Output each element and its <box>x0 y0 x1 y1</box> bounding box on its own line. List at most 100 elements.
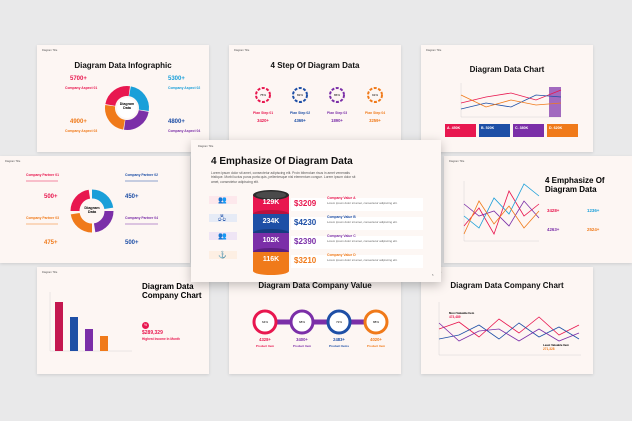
partner-value-3: 475+ <box>44 240 58 246</box>
cylinder-value-4: 116K <box>262 256 280 263</box>
step-value-3: 1890+ <box>331 118 343 123</box>
slide-header: Diagram Title <box>42 49 58 52</box>
box-b: B. 520K <box>479 124 510 137</box>
income-amount: $289,329 <box>142 330 163 336</box>
tag-least: Least Valuable Item <box>543 343 569 347</box>
user-group-icon: 👥 <box>218 197 227 204</box>
slide-header: Diagram Title <box>198 145 214 148</box>
pct-2: 68% <box>298 320 305 324</box>
box-d: D. 620K <box>547 124 578 137</box>
amount-4: $3210 <box>294 256 317 265</box>
label-3: Company Aspect 03 <box>65 129 98 133</box>
slide-title: 4 Emphasize Of Diagram Data <box>545 176 605 195</box>
tag-most-value: 473,489 <box>449 315 461 319</box>
partner-value-4: 500+ <box>125 240 139 246</box>
tag-least-value: 271,328 <box>543 347 555 351</box>
pct-3: 86% <box>333 93 340 97</box>
name-1: Product Item <box>255 344 275 348</box>
amount-1: $3209 <box>294 199 317 208</box>
value-desc-4: Lorem ipsum dolor sit amet, consectetur … <box>327 258 398 262</box>
partner-label-4: Company Partner 04 <box>125 216 158 220</box>
label-4: Company Aspect 04 <box>168 129 201 133</box>
value-3: 4263+ <box>547 227 560 232</box>
label-1: Company Aspect 01 <box>65 86 98 90</box>
step-4: Plan Step 04 <box>365 111 386 115</box>
line-chart <box>438 302 581 356</box>
slide-title: Diagram Data Company Value <box>258 281 372 290</box>
slide-thumbnail-2[interactable]: Diagram Title 4 Step Of Diagram Data 75%… <box>229 45 401 152</box>
description: Lorem ipsum dolor sit amet, consectetur … <box>211 171 356 184</box>
slide-thumbnail-6[interactable]: Diagram Title 4 Emphasize Of Diagram Dat… <box>444 156 632 263</box>
slide-header: Diagram Title <box>449 160 465 163</box>
slide-thumbnail-4[interactable]: Diagram Title Diagram Data Company Partn… <box>0 156 190 263</box>
step-2: Plan Step 02 <box>290 111 311 115</box>
value-4: 2524+ <box>587 227 600 232</box>
value-1: 4328+ <box>259 337 271 342</box>
page-number: 5 <box>432 274 434 277</box>
tag-most: Most Valuable Item <box>449 311 475 315</box>
pct-4: 91% <box>371 93 378 97</box>
name-2: Product Item <box>292 344 312 348</box>
value-1: 5700+ <box>70 76 87 82</box>
value-label-2: Company Value B <box>327 215 356 219</box>
partner-value-1: 500+ <box>44 194 58 200</box>
partner-ring <box>26 180 158 233</box>
box-c: C. 380K <box>513 124 544 137</box>
value-label-3: Company Value C <box>327 234 356 238</box>
cylinder-value-2: 234K <box>262 218 280 225</box>
step-1: Plan Step 01 <box>253 111 274 115</box>
amount-3: $2390 <box>294 237 317 246</box>
pct-4: 88% <box>372 320 379 324</box>
step-value-1: 3420+ <box>257 118 269 123</box>
value-desc-2: Lorem ipsum dolor sit amet, consectetur … <box>327 220 398 224</box>
name-4: Product Item <box>366 344 386 348</box>
name-3: Product Items <box>329 344 350 348</box>
value-3: 2483+ <box>333 337 345 342</box>
cylinder-value-3: 102K <box>262 237 280 244</box>
line-chart <box>460 83 562 118</box>
pct-2: 82% <box>296 93 303 97</box>
income-caption: Highest Income In Month <box>142 337 180 341</box>
value-label-1: Company Value A <box>327 196 356 200</box>
value-desc-1: Lorem ipsum dolor sit amet, consectetur … <box>327 201 398 205</box>
slide-title: Diagram Data Company Chart <box>450 281 564 290</box>
step-value-2: 4369+ <box>294 118 306 123</box>
value-chain <box>252 309 389 335</box>
stacked-cylinder <box>209 190 423 275</box>
slide-title: 4 Step Of Diagram Data <box>270 61 360 70</box>
slide-header: Diagram Title <box>234 49 250 52</box>
pct-3: 72% <box>335 320 342 324</box>
slide-title: Diagram Data Chart <box>469 65 545 74</box>
slide-thumbnail-1[interactable]: Diagram Title Diagram Data Infographic D… <box>37 45 209 152</box>
value-4: 4020+ <box>370 337 382 342</box>
slide-header: Diagram Title <box>42 271 58 274</box>
partner-label-1: Company Partner 01 <box>26 173 59 177</box>
value-desc-3: Lorem ipsum dolor sit amet, consectetur … <box>327 239 398 243</box>
slide-title: Diagram Data Infographic <box>74 61 172 70</box>
value-3: 4900+ <box>70 119 87 125</box>
value-4: 4800+ <box>168 119 185 125</box>
value-1: 3428+ <box>547 208 560 213</box>
slide-thumbnail-8[interactable]: Diagram Title Diagram Data Company Value… <box>229 267 401 374</box>
slide-thumbnail-9[interactable]: Diagram Title Diagram Data Company Chart… <box>421 267 593 374</box>
partner-label-3: Company Partner 03 <box>26 216 59 220</box>
label-2: Company Aspect 02 <box>168 86 201 90</box>
value-2: 1236+ <box>587 208 600 213</box>
partner-label-2: Company Partner 02 <box>125 173 158 177</box>
slide-thumbnail-3[interactable]: Diagram Title Diagram Data Chart A. 450K… <box>421 45 593 152</box>
amount-2: $4230 <box>294 218 317 227</box>
bar-chart <box>49 292 132 352</box>
handshake-icon: ⚓ <box>218 252 227 259</box>
value-label-4: Company Value D <box>327 253 356 257</box>
partner-value-2: 450+ <box>125 194 139 200</box>
cylinder-value-1: 129K <box>262 199 280 206</box>
slide-featured-5[interactable]: Diagram Title 4 Emphasize Of Diagram Dat… <box>191 140 441 282</box>
slide-header: Diagram Title <box>426 49 442 52</box>
slide-header: Diagram Title <box>5 160 21 163</box>
slide-title: 4 Emphasize Of Diagram Data <box>211 156 353 167</box>
step-value-4: 3259+ <box>369 118 381 123</box>
slide-thumbnail-7[interactable]: Diagram Title Diagram Data Company Chart… <box>37 267 209 374</box>
slide-title: Diagram Data Company Chart <box>142 282 202 301</box>
line-chart <box>463 181 540 242</box>
pct-1: 75% <box>259 93 266 97</box>
